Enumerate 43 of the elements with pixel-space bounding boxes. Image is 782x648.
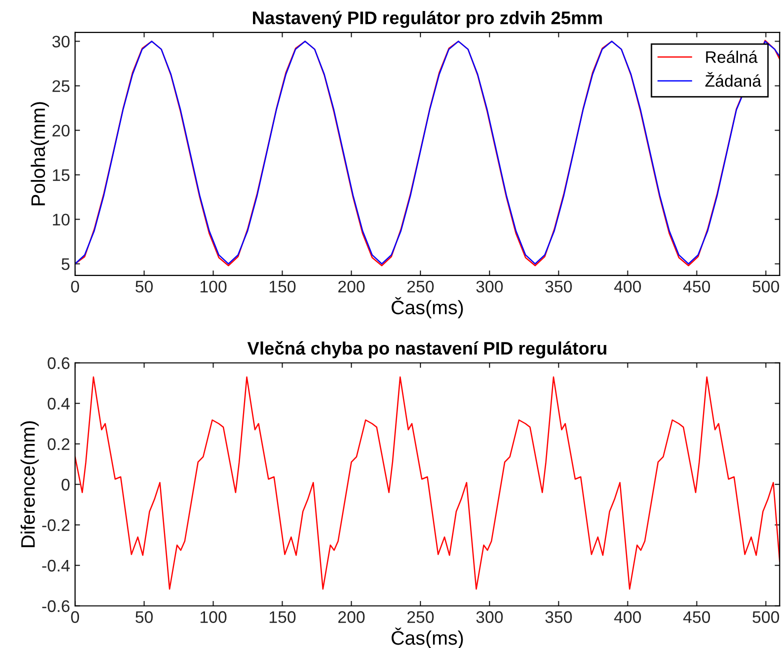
x-tick-label: 450 [683,280,710,293]
y-tick-label: 20 [52,124,70,137]
x-tick-label: 0 [71,280,80,293]
x-tick-label: 300 [476,611,503,623]
y-tick-label: 0.4 [48,398,70,410]
x-tick-label: 400 [614,611,641,623]
x-tick-label: 150 [270,611,296,623]
y-tick-label: -0.6 [42,600,70,612]
legend-label: Žádaná [705,72,762,87]
y-tick-label: 0 [62,478,70,491]
x-tick-label: 300 [476,280,503,293]
y-tick-label: 0.2 [48,438,70,450]
x-tick-label: 450 [683,611,710,623]
chart-title: Nastavený PID regulátor pro zdvih 25mm [252,10,602,28]
x-tick-label: 350 [545,280,572,293]
x-tick-label: 50 [136,611,153,623]
x-tick-label: 250 [407,611,434,623]
line-series [75,376,780,590]
y-tick-label: 25 [52,80,70,92]
x-tick-label: 200 [338,611,365,623]
y-tick-label: 10 [52,214,70,226]
x-axis-title: Čas(ms) [392,297,463,318]
x-tick-label: 50 [136,280,153,293]
y-tick-label: 30 [52,36,70,48]
y-tick-label: 0.6 [48,357,70,370]
x-tick-label: 100 [200,611,226,623]
y-tick-label: -0.2 [42,519,70,532]
y-tick-label: 5 [62,258,70,270]
chart-title: Vlečná chyba po nastavení PID regulátoru [247,341,606,358]
x-tick-label: 400 [614,280,641,293]
x-tick-label: 500 [752,280,780,293]
x-tick-label: 250 [407,280,434,293]
legend-label: Reálná [706,50,758,63]
x-tick-label: 100 [200,280,226,293]
x-tick-label: 150 [270,280,296,293]
x-tick-label: 500 [752,611,780,623]
y-axis-title: Diference(mm) [20,421,39,548]
x-tick-label: 200 [338,280,365,293]
x-tick-label: 0 [71,611,80,623]
x-tick-label: 350 [545,611,572,623]
y-tick-label: -0.4 [42,560,70,572]
y-axis-title: Poloha(mm) [30,102,49,206]
y-tick-label: 15 [52,169,70,182]
